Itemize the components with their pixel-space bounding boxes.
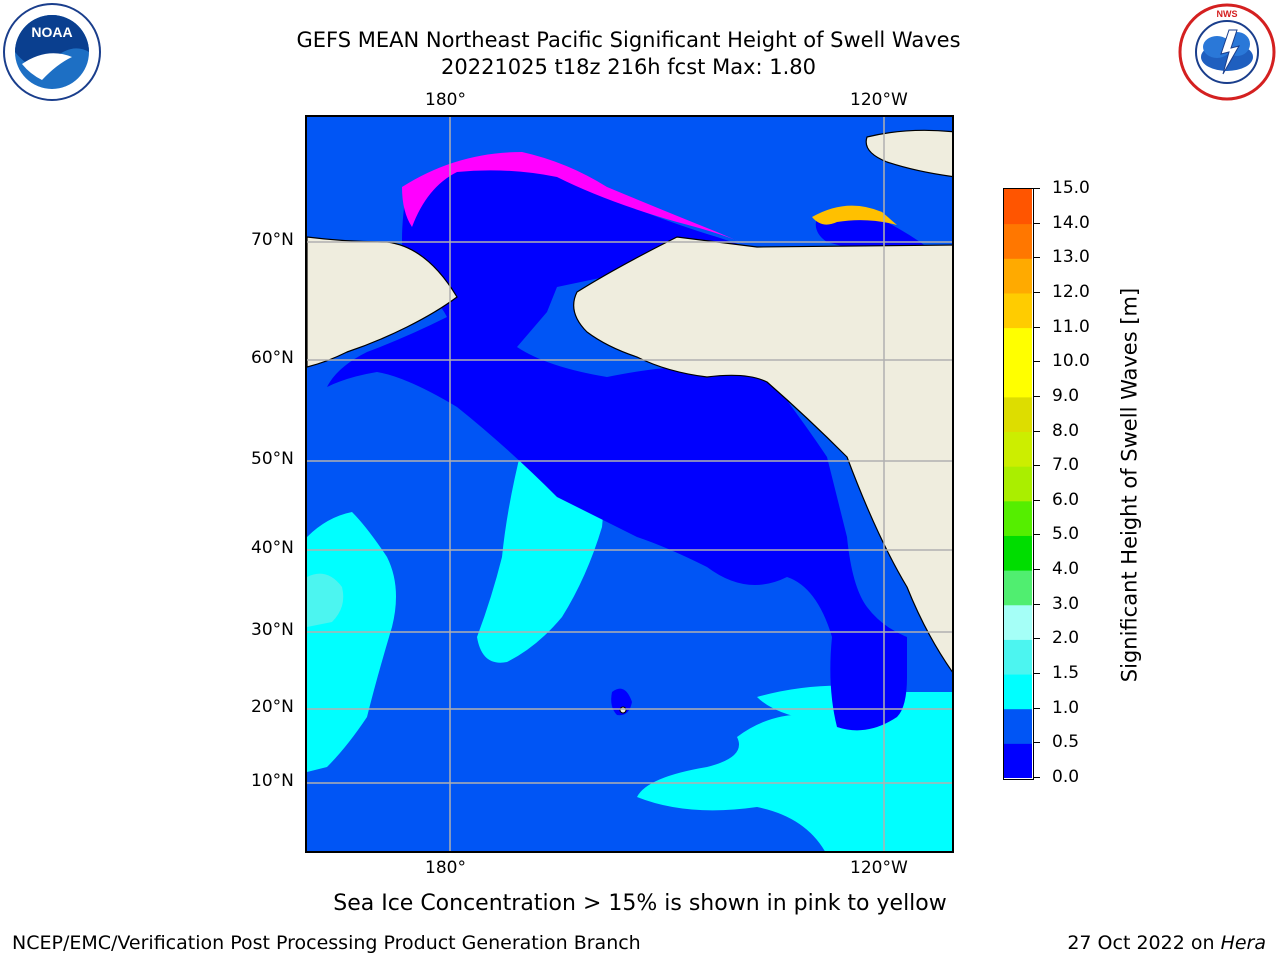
colorbar-tick-mark xyxy=(1034,222,1040,224)
ocean-swell-1.5-2.0-west xyxy=(307,573,344,627)
colorbar-tick-mark xyxy=(1034,673,1040,675)
colorbar-segment xyxy=(1004,535,1032,571)
colorbar-tick-label: 5.0 xyxy=(1052,524,1080,545)
colorbar-tick-label: 2.0 xyxy=(1052,628,1080,649)
colorbar-tick-label: 10.0 xyxy=(1052,351,1090,372)
colorbar-ticks: 15.0 14.0 13.0 12.0 11.0 10.0 9.0 8.0 7.0 6.0 5.0 4… xyxy=(1034,178,1104,790)
colorbar-tick-mark xyxy=(1034,395,1040,397)
colorbar-tick-mark xyxy=(1034,257,1040,259)
national-weather-service-logo: NWS xyxy=(1177,2,1277,102)
colorbar-tick-mark xyxy=(1034,326,1040,328)
noaa-logo: NOAA xyxy=(2,2,102,102)
lat-tick-50n: 50°N xyxy=(251,449,294,469)
colorbar-tick-label: 9.0 xyxy=(1052,385,1080,406)
lon-tick-bottom-120w: 120°W xyxy=(850,858,908,878)
colorbar-segment xyxy=(1004,604,1032,640)
footer-left: NCEP/EMC/Verification Post Processing Pr… xyxy=(12,932,641,954)
sea-ice-edge-beaufort xyxy=(812,205,897,225)
colorbar xyxy=(1003,188,1034,780)
colorbar-tick-label: 0.0 xyxy=(1052,767,1080,787)
land-arctic-islands xyxy=(865,129,952,178)
colorbar-segment xyxy=(1004,466,1032,502)
colorbar-tick-mark xyxy=(1034,742,1040,744)
chart-subtitle: 20221025 t18z 216h fcst Max: 1.80 xyxy=(441,55,816,79)
swell-height-map xyxy=(305,115,954,853)
colorbar-tick-mark xyxy=(1034,291,1040,293)
colorbar-tick-mark xyxy=(1034,603,1040,605)
colorbar-tick-mark xyxy=(1034,499,1040,501)
colorbar-segment xyxy=(1004,223,1032,259)
colorbar-tick-label: 11.0 xyxy=(1052,316,1090,337)
colorbar-segment xyxy=(1004,189,1032,225)
colorbar-segment xyxy=(1004,292,1032,329)
colorbar-tick-label: 3.0 xyxy=(1052,593,1080,614)
lat-tick-60n: 60°N xyxy=(251,348,294,368)
colorbar-segment xyxy=(1004,396,1032,433)
lat-tick-20n: 20°N xyxy=(251,697,294,717)
lon-tick-top-180: 180° xyxy=(425,90,466,110)
colorbar-tick-label: 14.0 xyxy=(1052,212,1090,233)
lat-tick-40n: 40°N xyxy=(251,538,294,558)
footer-date: 27 Oct 2022 on xyxy=(1067,932,1221,954)
colorbar-tick-label: 12.0 xyxy=(1052,281,1090,302)
colorbar-tick-mark xyxy=(1034,777,1040,778)
colorbar-tick-mark xyxy=(1034,430,1040,432)
land-alaska xyxy=(573,236,952,673)
colorbar-segment xyxy=(1004,708,1032,744)
ocean-swell-0-0.5-north xyxy=(327,161,907,731)
colorbar-segment xyxy=(1004,431,1032,467)
lat-tick-10n: 10°N xyxy=(251,771,294,791)
colorbar-segment xyxy=(1004,674,1032,710)
svg-text:NOAA: NOAA xyxy=(31,24,72,40)
colorbar-segment xyxy=(1004,570,1032,606)
colorbar-tick-mark xyxy=(1034,638,1040,640)
colorbar-tick-mark xyxy=(1034,569,1040,571)
colorbar-segment xyxy=(1004,500,1032,536)
colorbar-tick-mark xyxy=(1034,465,1040,467)
colorbar-label-text: Significant Height of Swell Waves [m] xyxy=(1117,287,1142,683)
lat-tick-70n: 70°N xyxy=(251,230,294,250)
colorbar-segment xyxy=(1004,362,1032,398)
colorbar-tick-mark xyxy=(1034,361,1040,363)
colorbar-tick-label: 8.0 xyxy=(1052,420,1080,441)
colorbar-tick-mark xyxy=(1034,707,1040,709)
footer-right: 27 Oct 2022 on Hera xyxy=(1067,932,1266,954)
colorbar-tick-label: 1.0 xyxy=(1052,697,1080,718)
colorbar-tick-label: 0.5 xyxy=(1052,732,1080,753)
ocean-swell-1.0-1.5-southeast xyxy=(637,702,952,851)
colorbar-tick-mark xyxy=(1034,534,1040,536)
gridlines xyxy=(307,117,952,851)
colorbar-segment xyxy=(1004,639,1032,675)
colorbar-tick-label: 4.0 xyxy=(1052,559,1080,580)
lat-tick-30n: 30°N xyxy=(251,620,294,640)
colorbar-tick-label: 15.0 xyxy=(1052,178,1090,198)
colorbar-tick-label: 6.0 xyxy=(1052,489,1080,510)
colorbar-label: Significant Height of Swell Waves [m] xyxy=(1117,285,1144,685)
lon-tick-bottom-180: 180° xyxy=(425,858,466,878)
lon-tick-top-120w: 120°W xyxy=(850,90,908,110)
sea-ice-caption: Sea Ice Concentration > 15% is shown in … xyxy=(333,891,947,916)
sea-ice-edge-chukchi xyxy=(402,152,747,245)
colorbar-tick-label: 1.5 xyxy=(1052,663,1080,684)
svg-text:NWS: NWS xyxy=(1217,9,1238,19)
chart-title: GEFS MEAN Northeast Pacific Significant … xyxy=(296,28,961,52)
colorbar-segment xyxy=(1004,743,1032,778)
land-hawaii-island xyxy=(619,706,627,714)
colorbar-tick-mark xyxy=(1034,188,1040,189)
colorbar-tick-label: 7.0 xyxy=(1052,455,1080,476)
colorbar-segment xyxy=(1004,327,1032,363)
footer-host: Hera xyxy=(1220,932,1266,954)
colorbar-segment xyxy=(1004,258,1032,294)
colorbar-tick-label: 13.0 xyxy=(1052,247,1090,268)
